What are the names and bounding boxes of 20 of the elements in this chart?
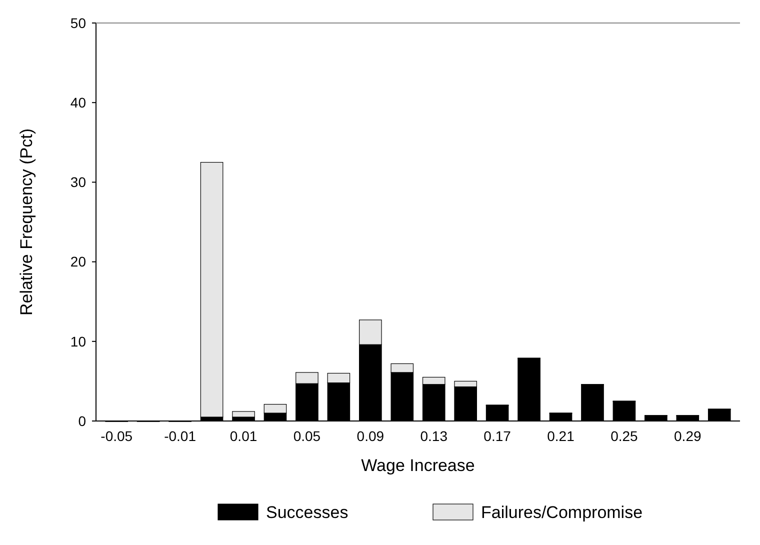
x-tick-label: 0.09: [356, 428, 384, 444]
x-tick-label: 0.17: [484, 428, 512, 444]
x-tick-label: 0.25: [610, 428, 638, 444]
x-tick-label: -0.05: [100, 428, 133, 444]
y-axis-title: Relative Frequency (Pct): [17, 128, 36, 316]
x-axis-title: Wage Increase: [361, 456, 475, 475]
y-tick-label: 40: [70, 94, 86, 110]
x-tick-label: 0.29: [674, 428, 702, 444]
y-tick-label: 30: [70, 174, 86, 190]
y-tick-label: 10: [70, 333, 86, 350]
y-tick-label: 20: [70, 254, 86, 270]
legend-label: Successes: [266, 503, 348, 522]
legend-label: Failures/Compromise: [481, 503, 643, 522]
x-tick-label: -0.01: [164, 428, 196, 444]
x-tick-label: 0.01: [230, 428, 258, 444]
x-tick-label: 0.05: [293, 428, 321, 444]
x-tick-label: 0.21: [547, 428, 575, 444]
x-tick-label: 0.13: [420, 428, 448, 444]
y-tick-label: 50: [70, 14, 86, 31]
y-tick-label: 0: [78, 412, 86, 429]
